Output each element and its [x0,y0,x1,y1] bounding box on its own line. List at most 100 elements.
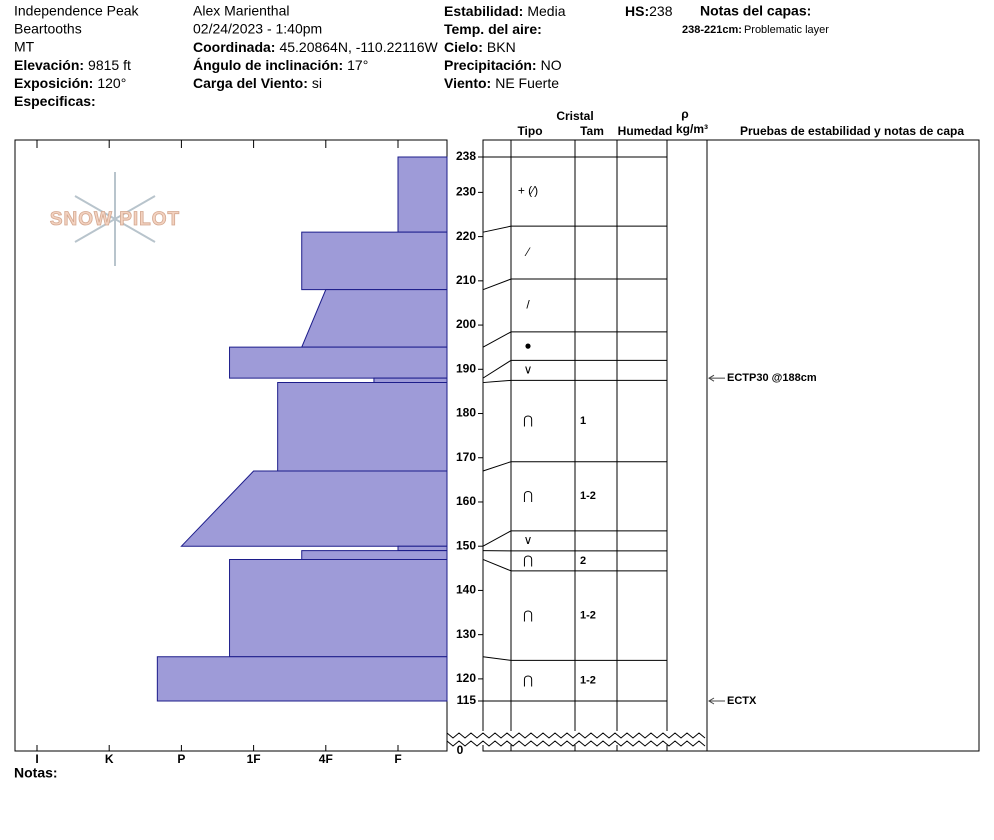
depth-label: 210 [456,273,476,287]
grain-size: 1-2 [580,609,596,621]
hs-label: HS: [625,3,649,19]
grain-size: 1-2 [580,490,596,502]
header-line: Independence Peak [14,3,140,19]
depth-label: 170 [456,450,476,464]
field-label: Elevación: [14,57,84,73]
header-field: Elevación: 9815 ft [14,57,131,73]
depth-label: 150 [456,538,476,552]
grain-size: 1 [580,415,586,427]
header-field: Temp. del aire: [444,21,542,37]
header-line: 02/24/2023 - 1:40pm [193,21,322,37]
depth-label: 115 [457,693,477,707]
logo: SNOW PILOT [49,172,180,266]
column-header: ρ [681,107,688,121]
field-value: si [312,75,322,91]
header-field: Exposición: 120° [14,75,126,91]
hardness-bar [180,470,448,547]
depth-label: 0 [457,743,464,757]
logo-flake [74,195,156,243]
grain-type: ⋂ [523,673,533,687]
hardness-label: 1F [247,752,261,766]
grain-type: ∨ [524,533,533,547]
depth-label: 230 [456,185,476,199]
field-label: Especificas: [14,93,96,109]
field-value: 45.20864N, -110.22116W [279,39,438,55]
note-text: Problematic layer [744,24,829,36]
hardness-label: K [105,752,114,766]
header-field: Ángulo de inclinación: 17° [193,57,368,73]
column-header: Humedad [618,124,673,138]
hardness-bar [373,377,448,384]
field-label: Carga del Viento: [193,75,308,91]
grain-type: ⁄ [524,245,531,259]
hardness-bar [301,550,448,560]
layer-line [482,656,667,661]
grain-type: / [526,298,530,312]
field-value: 17° [347,57,368,73]
hardness-bar [397,545,448,552]
hardness-bar [301,231,448,291]
field-label: Temp. del aire: [444,21,542,37]
test-label: ECTX [727,695,757,707]
test-arrowhead [708,374,715,382]
grain-size: 2 [580,555,586,567]
layer-line [482,225,667,233]
hardness-bar [229,558,448,658]
grain-type: ⋂ [523,413,533,427]
grain-type: ⋂ [523,488,533,502]
axis-break [446,732,706,739]
field-label: Exposición: [14,75,93,91]
note-range: 238-221cm: [682,24,742,36]
depth-label: 160 [456,494,476,508]
field-value: Media [527,3,565,19]
column-header: Tipo [517,124,542,138]
header-field: Carga del Viento: si [193,75,322,91]
depth-label: 140 [456,583,476,597]
hs-value: 238 [649,3,673,19]
header-field: Coordinada: 45.20864N, -110.22116W [193,39,438,55]
depth-label: 200 [456,317,476,331]
test-arrowhead [708,697,715,705]
field-value: NE Fuerte [495,75,559,91]
depth-label: 180 [456,406,476,420]
depth-label: 238 [456,149,476,163]
header-line: Beartooths [14,21,82,37]
layer-line [482,278,667,291]
hardness-label: 4F [319,752,333,766]
layer-notes-title: Notas del capas: [700,3,811,19]
axis-break [446,740,706,747]
column-header: Tam [580,124,604,138]
field-label: Estabilidad: [444,3,523,19]
field-value: NO [541,57,562,73]
hardness-bar [229,346,448,379]
grain-type: ● [524,338,531,352]
depth-label: 130 [456,627,476,641]
hardness-bar [156,656,448,702]
field-label: Cielo: [444,39,483,55]
field-label: Ángulo de inclinación: [193,57,343,73]
header-field: Precipitación: NO [444,57,562,73]
depth-label: 220 [456,229,476,243]
field-value: BKN [487,39,516,55]
field-value: 9815 ft [88,57,131,73]
column-header: kg/m³ [676,122,708,136]
test-label: ECTP30 @188cm [727,372,817,384]
hs: HS:238 [625,3,673,19]
header-field: Cielo: BKN [444,39,516,55]
column-header: Cristal [556,109,593,123]
hardness-bar [300,289,448,348]
grain-size: 1-2 [580,675,596,687]
layer-line [482,461,667,472]
hardness-label: I [35,752,38,766]
hardness-bar [397,156,448,233]
layer-line [482,359,667,379]
hardness-label: F [394,752,401,766]
header-field: Especificas: [14,93,96,109]
hardness-bar [277,382,448,472]
header-line: MT [14,39,35,55]
layer-line [482,379,667,384]
layer-line [482,530,667,547]
header-field: Estabilidad: Media [444,3,566,19]
grain-type: ⋂ [523,608,533,622]
